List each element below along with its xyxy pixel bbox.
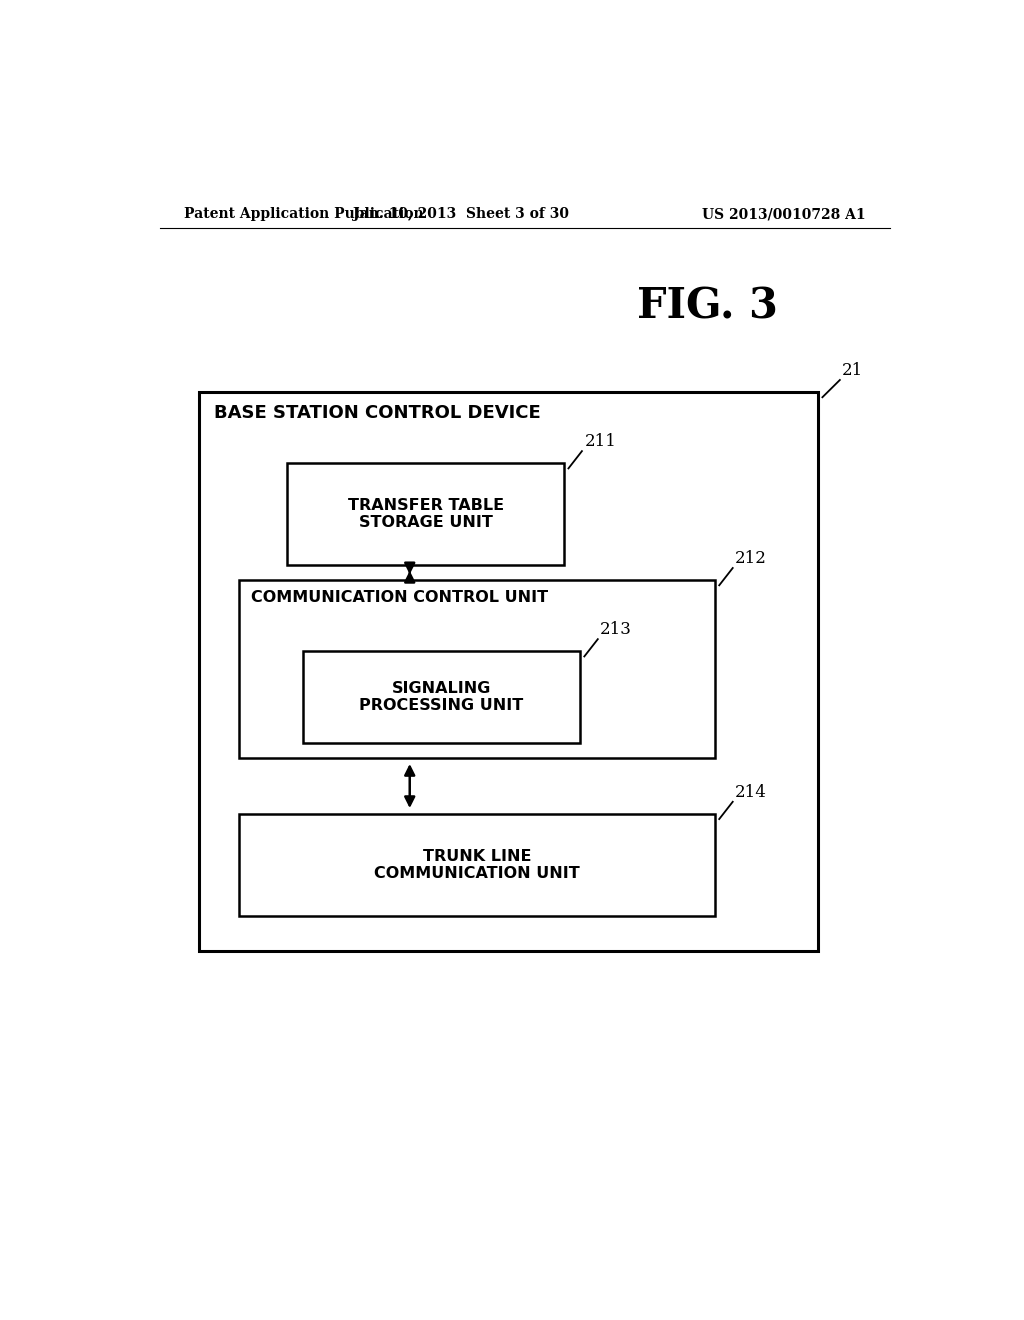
Text: FIG. 3: FIG. 3 (637, 285, 778, 327)
Text: US 2013/0010728 A1: US 2013/0010728 A1 (702, 207, 866, 222)
Text: SIGNALING
PROCESSING UNIT: SIGNALING PROCESSING UNIT (359, 681, 523, 713)
Text: COMMUNICATION CONTROL UNIT: COMMUNICATION CONTROL UNIT (251, 590, 548, 606)
Text: 213: 213 (600, 622, 632, 638)
Text: 21: 21 (842, 362, 863, 379)
Text: BASE STATION CONTROL DEVICE: BASE STATION CONTROL DEVICE (214, 404, 541, 422)
Text: 212: 212 (735, 550, 767, 568)
Text: Patent Application Publication: Patent Application Publication (183, 207, 423, 222)
Text: TRUNK LINE
COMMUNICATION UNIT: TRUNK LINE COMMUNICATION UNIT (375, 849, 580, 880)
Text: TRANSFER TABLE
STORAGE UNIT: TRANSFER TABLE STORAGE UNIT (347, 498, 504, 531)
Bar (303, 651, 581, 743)
Text: 214: 214 (735, 784, 767, 801)
Text: Jan. 10, 2013  Sheet 3 of 30: Jan. 10, 2013 Sheet 3 of 30 (353, 207, 569, 222)
Text: 211: 211 (585, 433, 616, 450)
Bar (240, 814, 715, 916)
Bar (287, 463, 564, 565)
Bar (240, 581, 715, 758)
Bar (200, 392, 818, 952)
